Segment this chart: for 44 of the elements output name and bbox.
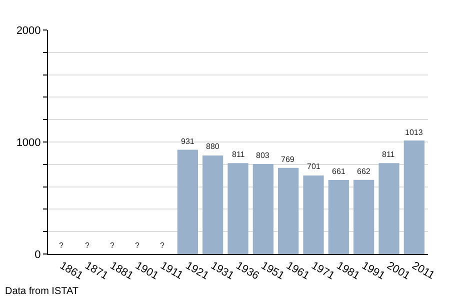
x-tick-label: 1951 [258, 260, 286, 282]
x-tick-label: 1961 [284, 260, 312, 282]
y-tick-label: 2000 [16, 24, 41, 37]
data-label: 880 [206, 142, 220, 151]
text: ? [59, 241, 64, 250]
x-tick-label: 1861 [58, 260, 85, 282]
text: ? [110, 241, 114, 250]
text: ? [85, 241, 90, 250]
data-label: 811 [382, 150, 396, 159]
bar [328, 180, 349, 254]
x-tick-label: 1991 [360, 260, 387, 282]
data-label: 803 [256, 151, 270, 160]
x-tick-label: 1881 [108, 260, 136, 282]
data-label: 769 [281, 155, 295, 164]
bar [252, 164, 274, 254]
data-label: 662 [357, 167, 371, 176]
x-tick-label: 2001 [384, 260, 412, 282]
x-tick-label: 1971 [309, 260, 336, 282]
x-tick-label: 1911 [158, 260, 185, 282]
bar [177, 150, 198, 254]
data-label: 701 [307, 162, 321, 171]
data-label: 661 [332, 167, 346, 176]
x-tick-label: 1936 [234, 260, 261, 282]
bar [378, 163, 400, 254]
text: Data from ISTAT [5, 286, 79, 297]
text: ? [160, 241, 164, 250]
y-tick-label: 1000 [16, 136, 41, 149]
bar [202, 155, 224, 254]
x-tick-label: 2011 [410, 260, 436, 282]
y-tick-label: 0 [34, 248, 41, 261]
bar [404, 140, 424, 254]
data-label: 1013 [405, 128, 424, 137]
x-tick-label: 1931 [208, 260, 236, 282]
bar [228, 163, 248, 254]
x-tick-label: 1901 [133, 260, 160, 282]
x-tick-label: 1921 [183, 260, 211, 282]
text: ? [135, 241, 140, 250]
x-tick-label: 1871 [82, 260, 110, 282]
bar [354, 180, 374, 254]
data-label: 931 [181, 137, 195, 146]
data-label: 811 [232, 150, 246, 159]
bar [303, 175, 324, 254]
x-tick-label: 1981 [334, 260, 362, 282]
bar [278, 168, 299, 254]
